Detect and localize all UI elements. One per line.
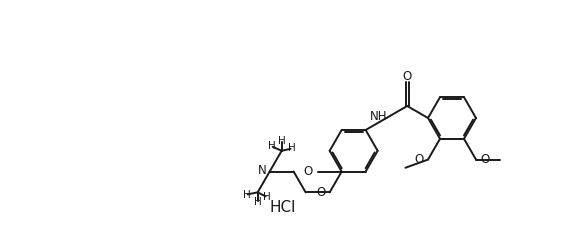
Text: O: O <box>316 186 325 199</box>
Text: O: O <box>480 153 489 166</box>
Text: H: H <box>243 190 251 200</box>
Text: O: O <box>415 153 424 166</box>
Text: O: O <box>402 69 412 82</box>
Text: N: N <box>258 164 267 177</box>
Text: H: H <box>268 141 276 151</box>
Text: HCl: HCl <box>270 201 296 216</box>
Text: NH: NH <box>370 110 387 123</box>
Text: H: H <box>254 197 261 207</box>
Text: H: H <box>278 136 285 146</box>
Text: O: O <box>303 165 312 178</box>
Text: H: H <box>288 143 295 153</box>
Text: H: H <box>263 192 271 202</box>
